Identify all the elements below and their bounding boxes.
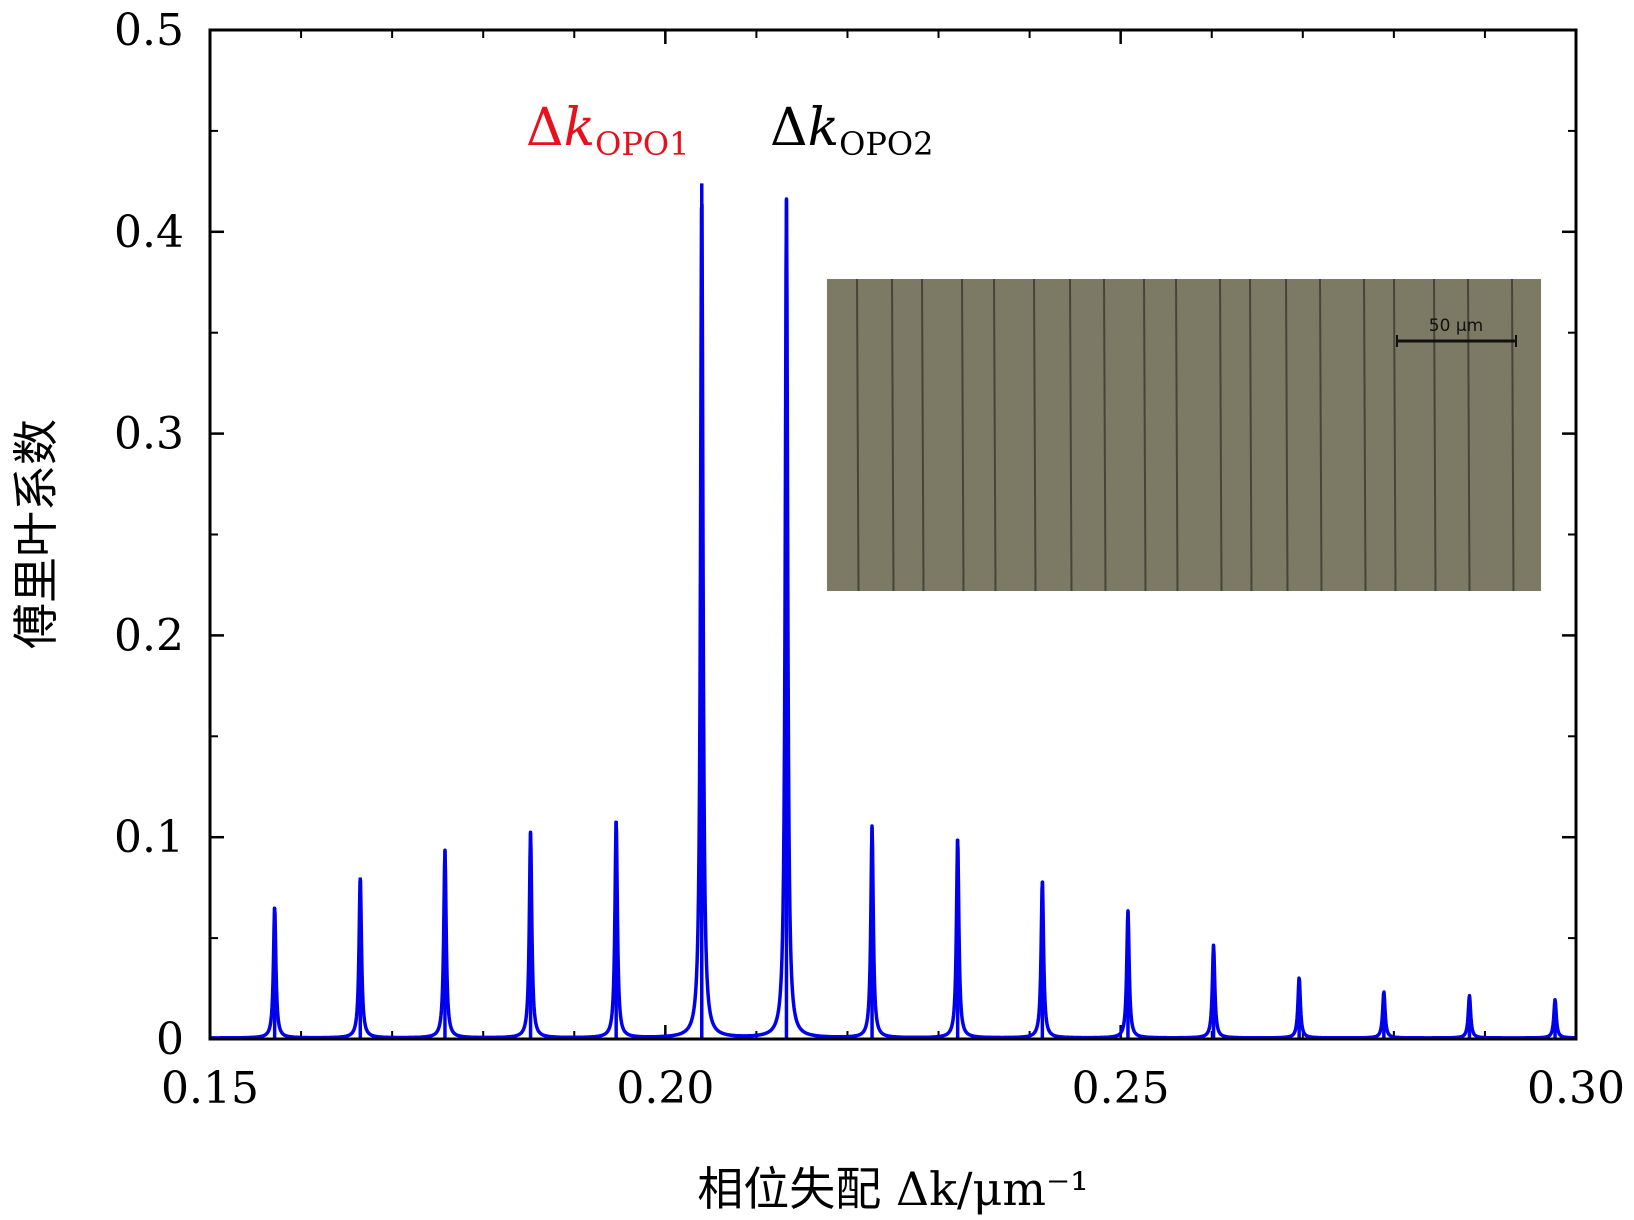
domain-wall [1175,278,1179,592]
annotation-opo2-sub: OPO2 [839,125,933,163]
x-tick-label: 0.20 [616,1063,714,1114]
domain-wall [1433,278,1437,592]
domain-wall [961,278,965,592]
domain-wall [993,278,997,592]
annotation-opo2-k: k [808,98,840,158]
annotation-opo1-k: k [564,98,596,158]
annotation-opo1-delta: Δ [526,98,564,158]
domain-wall [1249,278,1253,592]
y-tick-label: 0.1 [114,812,184,863]
domain-wall [1103,278,1107,592]
y-axis-label: 傅里叶系数 [9,419,63,649]
domain-wall [1219,278,1223,592]
scale-bar-label: 50 μm [1429,316,1483,336]
y-tick-label: 0 [156,1014,184,1065]
annotation-opo2-delta: Δ [770,98,808,158]
annotation-opo1-sub: OPO1 [595,125,689,163]
domain-wall [1069,278,1073,592]
domain-wall [1143,278,1147,592]
domain-wall [1319,278,1323,592]
domain-wall [1033,278,1037,592]
domain-wall [891,278,895,592]
domain-wall [1467,278,1471,592]
domain-wall [1511,278,1515,592]
x-axis-label: 相位失配 Δk/μm⁻¹ [697,1162,1088,1216]
domain-wall [1285,278,1289,592]
annotation-opo1: ΔkOPO1 [526,98,689,163]
tick-labels: 0.15 0.20 0.25 0.30 0 0.1 0.2 0.3 0.4 0.5 [114,5,1625,1114]
y-tick-label: 0.5 [114,5,184,56]
y-tick-label: 0.2 [114,610,184,661]
annotation-opo2: ΔkOPO2 [770,98,933,163]
domain-wall [1393,278,1397,592]
y-tick-label: 0.3 [114,409,184,460]
x-tick-label: 0.15 [161,1063,259,1114]
inset-domain-stripes [856,278,1515,592]
inset-image [827,279,1541,591]
peak-marks [272,183,1557,1039]
x-tick-label: 0.30 [1527,1063,1625,1114]
inset-micrograph: 50 μm [827,278,1541,592]
plot-frame [208,28,1578,1041]
x-tick-label: 0.25 [1072,1063,1170,1114]
y-tick-label: 0.4 [114,207,184,258]
domain-wall [1363,278,1367,592]
domain-wall [856,278,860,592]
domain-wall [921,278,925,592]
